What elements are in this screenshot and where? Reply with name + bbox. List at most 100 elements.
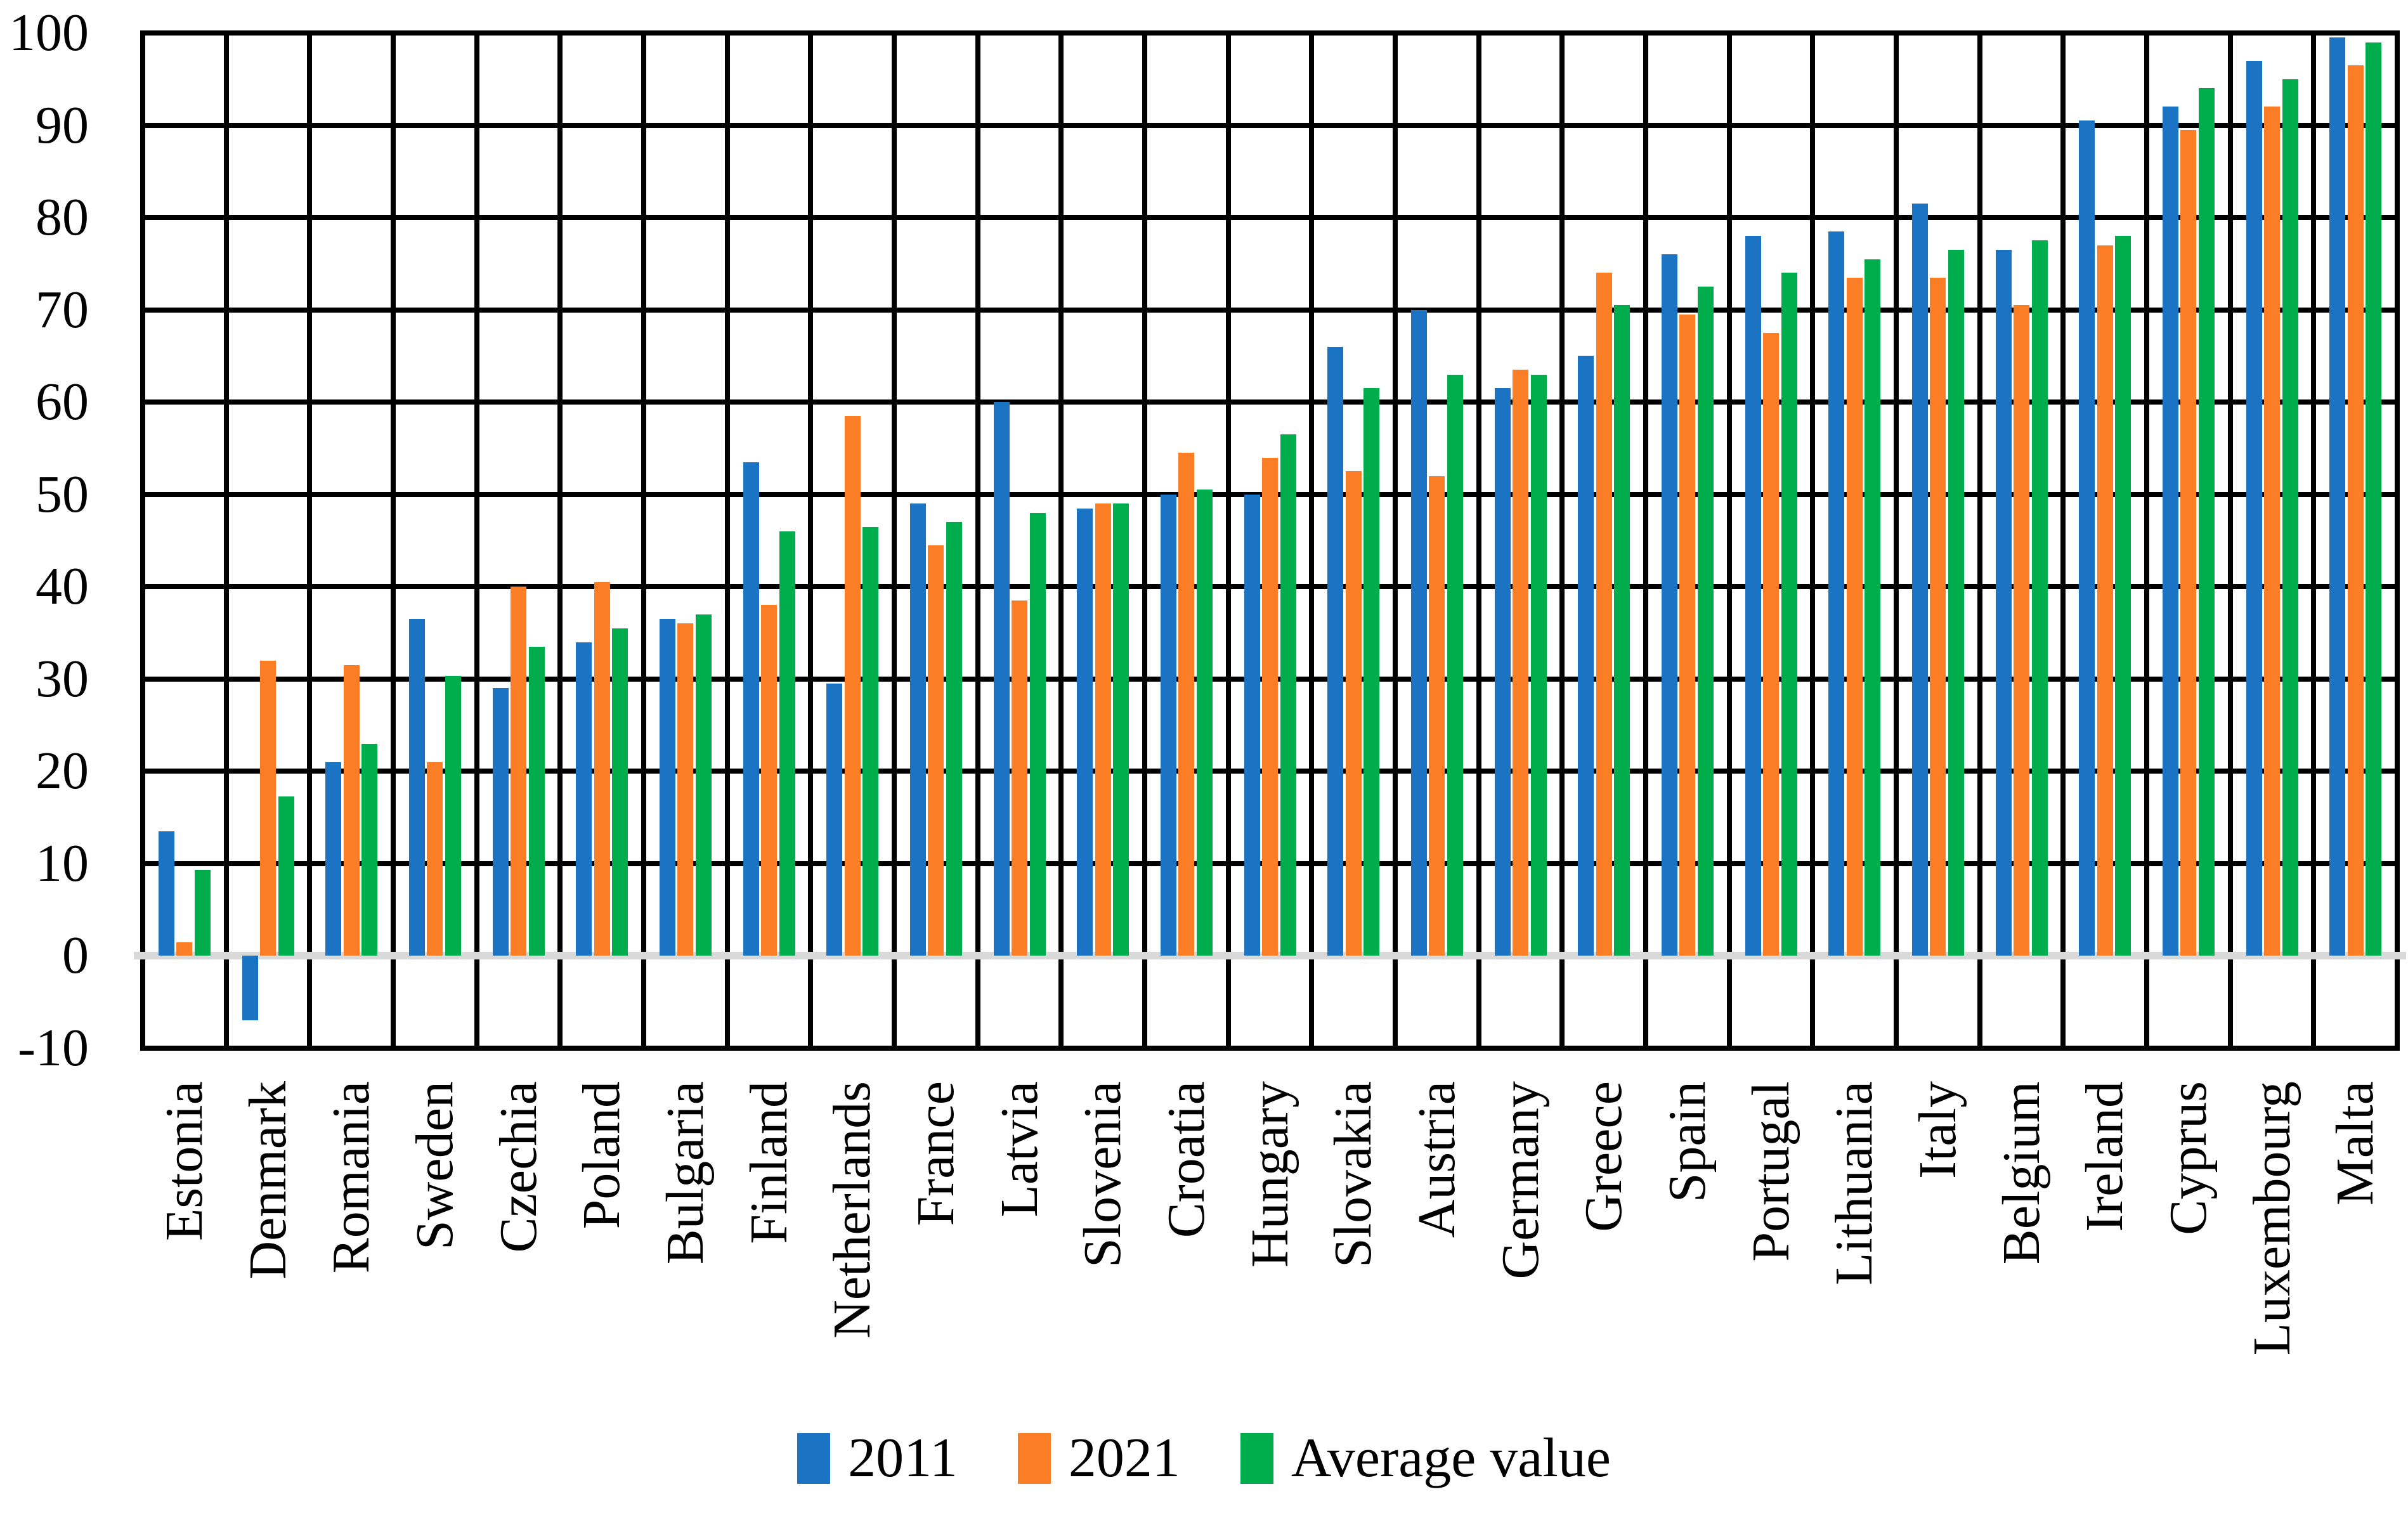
- legend-item-average-value: Average value: [1240, 1427, 1611, 1490]
- gridline-v: [1643, 30, 1648, 1051]
- bar-2021-estonia: [176, 942, 193, 956]
- bar-2021-ireland: [2097, 245, 2113, 956]
- bar-average-value-cyprus: [2198, 88, 2215, 956]
- bar-average-value-lithuania: [1865, 259, 1881, 956]
- bar-average-value-malta: [2366, 42, 2382, 956]
- x-category-label: Cyprus: [2158, 1081, 2218, 1235]
- bar-2021-spain: [1679, 314, 1696, 956]
- legend: 2011 2021 Average value: [0, 1411, 2408, 1506]
- gridline-v: [1058, 30, 1064, 1051]
- x-category-label: Italy: [1908, 1081, 1967, 1179]
- y-tick-label: 0: [62, 926, 89, 985]
- gridline-v: [391, 30, 396, 1051]
- bar-2011-belgium: [1995, 250, 2012, 956]
- bar-2021-sweden: [427, 762, 443, 956]
- x-category-label: Lithuania: [1825, 1081, 1884, 1285]
- legend-label: Average value: [1291, 1427, 1611, 1489]
- bar-average-value-poland: [612, 628, 628, 956]
- gridline-v: [2227, 30, 2233, 1051]
- bar-2011-finland: [743, 462, 759, 956]
- bar-2011-poland: [576, 642, 592, 956]
- gridline-v: [557, 30, 563, 1051]
- bar-2021-malta: [2347, 65, 2364, 956]
- x-category-label: Slovakia: [1324, 1081, 1383, 1268]
- x-category-label: Finland: [739, 1081, 798, 1244]
- bar-average-value-bulgaria: [695, 614, 712, 956]
- gridline-v: [2144, 30, 2149, 1051]
- bar-average-value-belgium: [2031, 240, 2048, 956]
- bar-2011-cyprus: [2162, 107, 2178, 956]
- x-category-label: Romania: [322, 1081, 381, 1274]
- bar-average-value-netherlands: [862, 526, 879, 956]
- bar-average-value-romania: [361, 743, 378, 956]
- bar-2011-france: [909, 503, 926, 956]
- x-category-label: Croatia: [1156, 1081, 1216, 1238]
- gridline-v: [808, 30, 814, 1051]
- bar-2021-belgium: [2014, 305, 2029, 956]
- bar-average-value-denmark: [278, 796, 294, 956]
- bar-2011-germany: [1494, 388, 1511, 956]
- bar-average-value-italy: [1948, 250, 1964, 956]
- bar-2021-czechia: [511, 587, 526, 956]
- gridline-v: [2395, 30, 2400, 1051]
- y-tick-label: 70: [36, 280, 89, 339]
- gridline-v: [1393, 30, 1398, 1051]
- bar-average-value-slovakia: [1363, 388, 1380, 956]
- bar-2021-germany: [1513, 370, 1528, 956]
- x-category-label: Slovenia: [1073, 1081, 1133, 1268]
- bar-2011-slovakia: [1327, 346, 1344, 956]
- legend-swatch-icon: [1017, 1433, 1051, 1484]
- bar-2011-luxembourg: [2246, 60, 2262, 956]
- bar-2011-hungary: [1244, 494, 1260, 956]
- bar-average-value-czechia: [528, 646, 545, 956]
- y-tick-label: 60: [36, 372, 89, 432]
- bar-2011-slovenia: [1077, 508, 1093, 956]
- gridline-v: [1894, 30, 1899, 1051]
- bar-average-value-spain: [1697, 287, 1714, 956]
- gridline-v: [1726, 30, 1732, 1051]
- gridline-h: [140, 30, 2400, 36]
- x-category-label: Latvia: [989, 1081, 1049, 1218]
- gridline-v: [1559, 30, 1565, 1051]
- gridline-v: [892, 30, 897, 1051]
- x-category-label: Denmark: [238, 1081, 297, 1280]
- bar-2011-portugal: [1745, 236, 1761, 956]
- legend-label: 2011: [848, 1427, 958, 1489]
- legend-swatch-icon: [1240, 1433, 1273, 1484]
- x-category-label: Ireland: [2075, 1081, 2135, 1232]
- x-category-label: Germany: [1490, 1081, 1550, 1280]
- bar-2011-lithuania: [1828, 231, 1845, 956]
- gridline-v: [2311, 30, 2317, 1051]
- gridline-h: [140, 122, 2400, 128]
- x-category-label: Greece: [1574, 1081, 1634, 1232]
- bar-2021-romania: [343, 665, 360, 956]
- bar-2011-sweden: [408, 619, 425, 956]
- gridline-h: [140, 307, 2400, 313]
- gridline-v: [1142, 30, 1147, 1051]
- bar-2021-slovakia: [1345, 471, 1362, 956]
- gridline-h: [140, 215, 2400, 221]
- x-category-label: Malta: [2326, 1081, 2385, 1205]
- y-tick-label: 40: [36, 557, 89, 616]
- x-category-label: Hungary: [1240, 1081, 1299, 1268]
- bar-2021-lithuania: [1846, 277, 1863, 956]
- bar-2021-netherlands: [844, 416, 861, 956]
- bar-2011-netherlands: [826, 684, 843, 956]
- bar-2011-malta: [2329, 37, 2346, 956]
- gridline-h: [140, 399, 2400, 405]
- bar-2011-romania: [325, 762, 342, 956]
- bar-average-value-hungary: [1280, 434, 1296, 956]
- bar-average-value-greece: [1614, 305, 1630, 956]
- gridline-v: [1225, 30, 1231, 1051]
- bar-2021-slovenia: [1095, 503, 1111, 956]
- x-category-label: Czechia: [488, 1081, 548, 1253]
- y-tick-label: -10: [18, 1018, 89, 1077]
- bar-2011-spain: [1661, 254, 1677, 956]
- bar-average-value-austria: [1447, 374, 1463, 956]
- x-category-label: Poland: [572, 1081, 632, 1230]
- legend-label: 2021: [1068, 1427, 1180, 1489]
- x-category-label: Luxembourg: [2242, 1081, 2301, 1356]
- bar-2011-ireland: [2079, 120, 2095, 956]
- x-category-label: Austria: [1407, 1081, 1466, 1238]
- bar-average-value-portugal: [1781, 273, 1797, 956]
